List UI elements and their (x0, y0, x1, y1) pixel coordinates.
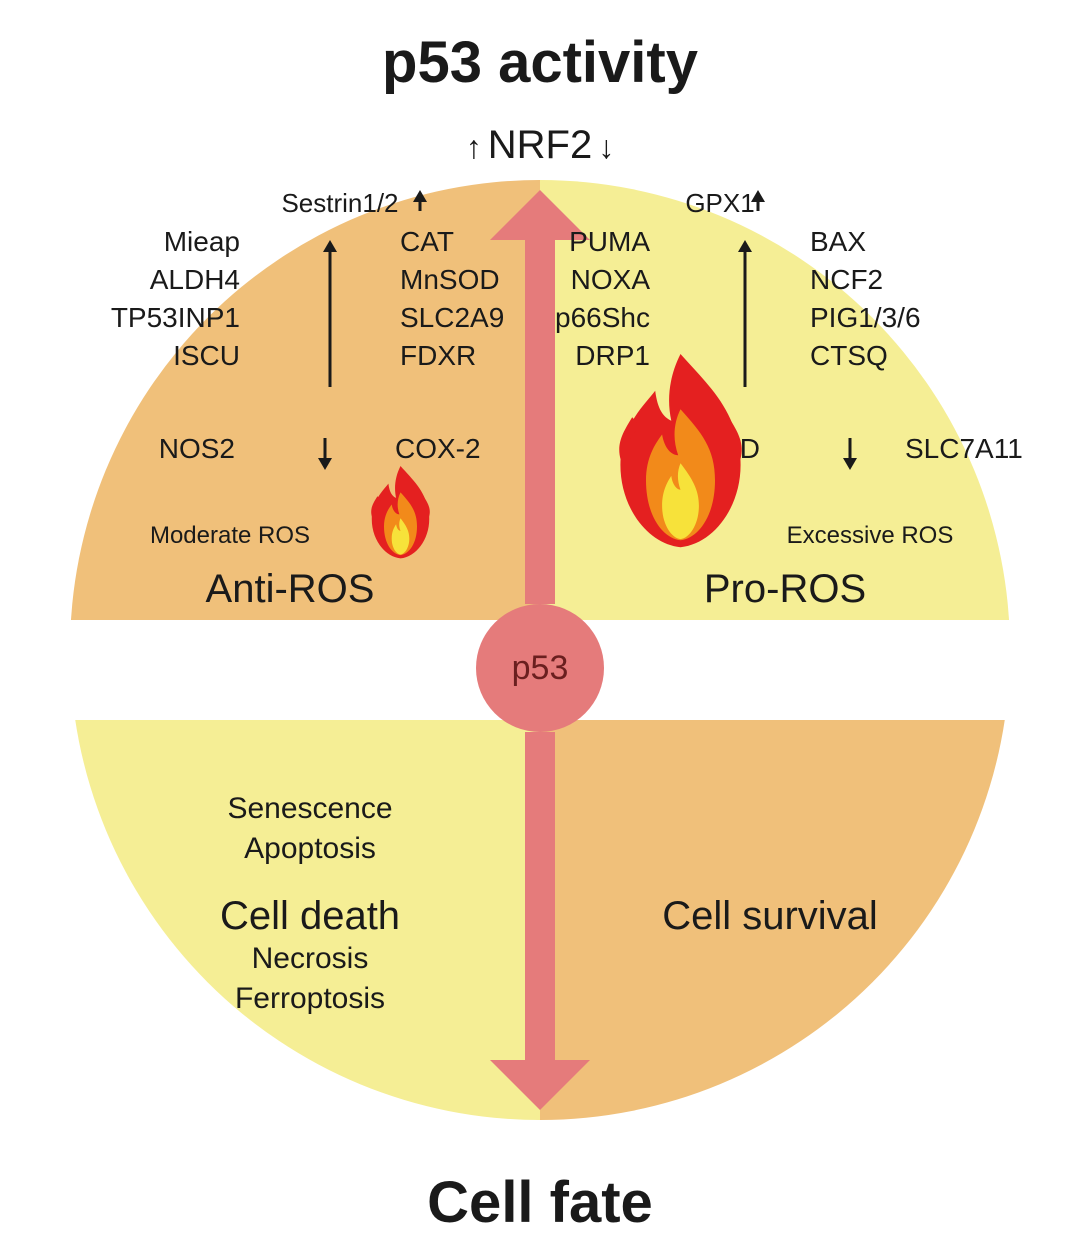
p53-node: p53 (476, 604, 604, 732)
pro-ros-up-right-1: NCF2 (810, 264, 990, 296)
pro-ros-up-right-2: PIG1/3/6 (810, 302, 990, 334)
pro-ros-down-right: SLC7A11 (905, 433, 1080, 465)
title-top: p53 activity (0, 29, 1080, 96)
pro-ros-up-left-2: p66Shc (500, 302, 650, 334)
title-bottom: Cell fate (0, 1169, 1080, 1236)
cell-survival-heading: Cell survival (570, 894, 970, 939)
pro-ros-up-left-1: NOXA (500, 264, 650, 296)
anti-ros-down-right: COX-2 (395, 433, 575, 465)
small-arrow (318, 435, 332, 470)
nrf2-label: NRF2 (488, 123, 592, 167)
cell-death-below-0: Necrosis (150, 942, 470, 976)
nrf2-block: ↑NRF2↓ (420, 123, 660, 168)
small-arrow (323, 240, 337, 390)
anti-ros-heading: Anti-ROS (90, 567, 490, 612)
pro-ros-up-header: GPX1 (620, 188, 820, 219)
nrf2-down-arrow: ↓ (598, 129, 614, 166)
diagram-stage: p53 p53 activity Cell fate ↑NRF2↓ Sestrin1/2… (0, 0, 1080, 1260)
anti-ros-down-left: NOS2 (95, 433, 235, 465)
small-arrow (843, 435, 857, 470)
pro-ros-up-right-0: BAX (810, 226, 990, 258)
nrf2-up-arrow: ↑ (466, 129, 482, 166)
small-arrow (413, 190, 427, 214)
cell-death-heading: Cell death (110, 894, 510, 939)
pro-ros-up-right-3: CTSQ (810, 340, 990, 372)
anti-ros-up-left-3: ISCU (90, 340, 240, 372)
anti-ros-up-left-1: ALDH4 (90, 264, 240, 296)
excessive-ros-label: Excessive ROS (670, 522, 1070, 550)
cell-death-above-0: Senescence (150, 792, 470, 826)
moderate-ros-label: Moderate ROS (30, 522, 430, 550)
anti-ros-up-header: Sestrin1/2 (240, 188, 440, 219)
anti-ros-up-left-2: TP53INP1 (90, 302, 240, 334)
anti-ros-up-left-0: Mieap (90, 226, 240, 258)
flame-large-icon (600, 354, 761, 550)
pro-ros-heading: Pro-ROS (585, 567, 985, 612)
cell-death-below-1: Ferroptosis (150, 982, 470, 1016)
small-arrow (751, 190, 765, 214)
cell-death-above-1: Apoptosis (150, 832, 470, 866)
pro-ros-up-left-0: PUMA (500, 226, 650, 258)
